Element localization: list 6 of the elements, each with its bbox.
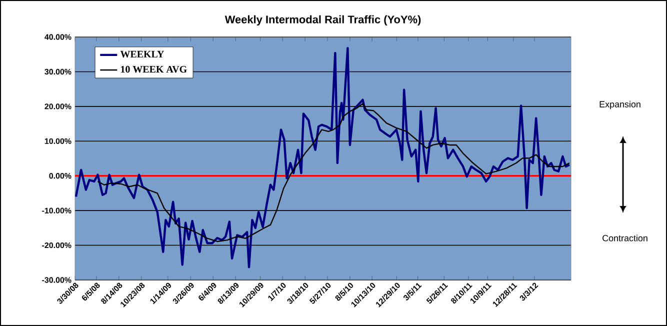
line-series [75,47,571,268]
legend-label: 10 WEEK AVG [121,66,187,73]
text: Expansion [600,100,640,110]
text: Contraction [602,234,648,242]
chart-title: Weekly Intermodal Rail Traffic (YoY%) [224,15,421,26]
legend-label: WEEKLY [120,50,164,58]
